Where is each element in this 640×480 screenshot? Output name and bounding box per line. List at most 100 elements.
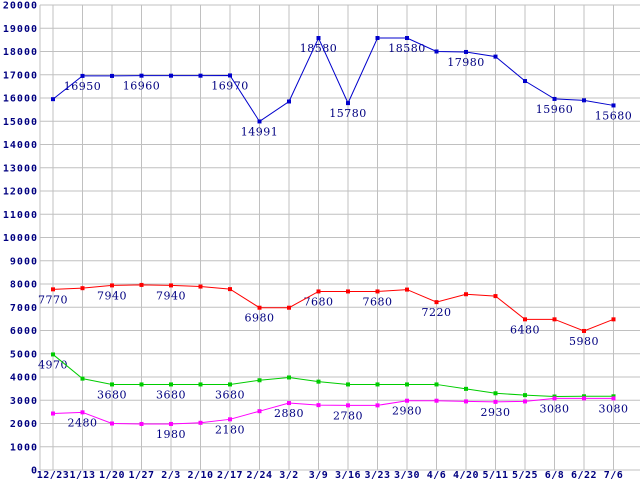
- data-point-marker-magenta-series: [582, 396, 586, 401]
- data-point-marker-green-series: [228, 382, 232, 387]
- data-point-label: 7680: [363, 295, 393, 308]
- y-axis-tick-label: 15000: [3, 117, 38, 128]
- data-point-label: 2930: [481, 406, 511, 419]
- data-point-marker-red-series: [51, 287, 55, 292]
- data-point-marker-magenta-series: [346, 403, 350, 408]
- data-point-marker-green-series: [287, 375, 291, 380]
- y-axis-tick-label: 5000: [10, 349, 38, 360]
- x-axis-tick-label: 3/16: [335, 470, 361, 480]
- data-point-marker-red-series: [169, 283, 173, 288]
- data-point-marker-red-series: [80, 286, 85, 291]
- data-point-marker-red-series: [228, 287, 232, 292]
- series-line-red-series: [52, 284, 614, 332]
- x-axis-tick-label: 1/13: [69, 470, 95, 480]
- data-point-marker-magenta-series: [169, 421, 173, 426]
- y-axis-tick-label: 11000: [3, 210, 38, 221]
- data-point-marker-blue-series: [257, 119, 262, 124]
- data-point-label: 18580: [300, 42, 338, 55]
- data-point-marker-red-series: [582, 328, 586, 333]
- data-point-label: 6480: [510, 323, 540, 336]
- data-point-marker-blue-series: [80, 73, 85, 78]
- data-point-marker-red-series: [139, 282, 144, 287]
- data-point-label: 3680: [156, 388, 186, 401]
- data-point-marker-green-series: [51, 352, 55, 357]
- data-point-label: 2480: [68, 416, 98, 429]
- y-axis-tick-label: 8000: [10, 280, 38, 291]
- y-axis-tick-label: 17000: [3, 70, 38, 81]
- data-point-label: 14991: [241, 125, 279, 138]
- x-axis-tick-label: 3/30: [394, 470, 420, 480]
- data-point-label: 7940: [97, 289, 127, 302]
- data-point-marker-red-series: [611, 317, 616, 322]
- data-point-label: 15960: [536, 103, 574, 116]
- data-point-marker-red-series: [257, 305, 262, 310]
- y-axis-tick-label: 9000: [10, 256, 38, 267]
- y-axis-tick-label: 10000: [3, 233, 38, 244]
- x-axis-tick-label: 4/6: [427, 470, 447, 480]
- data-point-marker-green-series: [80, 376, 85, 381]
- data-point-marker-magenta-series: [464, 399, 468, 404]
- data-point-label: 3680: [97, 388, 127, 401]
- data-point-marker-blue-series: [375, 36, 380, 41]
- data-point-marker-blue-series: [611, 103, 616, 108]
- y-axis-tick-label: 12000: [3, 187, 38, 198]
- data-point-marker-red-series: [405, 287, 409, 292]
- data-point-label: 17980: [447, 56, 485, 69]
- data-point-marker-blue-series: [228, 73, 232, 78]
- y-axis-tick-label: 0: [31, 466, 38, 477]
- data-point-label: 15680: [595, 109, 633, 122]
- data-point-marker-blue-series: [51, 97, 55, 102]
- data-point-marker-green-series: [110, 382, 114, 387]
- data-point-marker-magenta-series: [375, 403, 380, 408]
- y-axis-tick-label: 1000: [10, 442, 38, 453]
- data-point-label: 15780: [329, 107, 367, 120]
- data-point-marker-magenta-series: [287, 401, 291, 406]
- y-axis-tick-label: 6000: [10, 326, 38, 337]
- data-point-marker-blue-series: [169, 73, 173, 78]
- data-point-marker-magenta-series: [523, 399, 527, 404]
- data-point-label: 5980: [569, 335, 599, 348]
- data-point-marker-magenta-series: [405, 398, 409, 403]
- x-axis-tick-label: 6/8: [545, 470, 565, 480]
- x-axis-tick-label: 2/17: [217, 470, 243, 480]
- data-point-marker-green-series: [493, 391, 498, 396]
- x-axis-tick-label: 6/22: [571, 470, 597, 480]
- x-axis-tick-label: 2/24: [246, 470, 272, 480]
- data-point-marker-green-series: [375, 382, 380, 387]
- y-axis-tick-label: 2000: [10, 419, 38, 430]
- x-axis-tick-label: 4/20: [453, 470, 479, 480]
- data-point-marker-blue-series: [287, 99, 291, 104]
- data-point-marker-blue-series: [316, 36, 321, 41]
- data-point-marker-green-series: [582, 394, 586, 399]
- data-point-marker-red-series: [198, 284, 203, 289]
- data-point-marker-red-series: [552, 317, 557, 322]
- data-point-marker-green-series: [169, 382, 173, 387]
- data-point-marker-red-series: [464, 292, 468, 297]
- x-axis-tick-label: 2/3: [161, 470, 181, 480]
- data-point-marker-blue-series: [139, 73, 144, 78]
- data-point-marker-blue-series: [110, 73, 114, 78]
- data-point-label: 2780: [333, 409, 363, 422]
- series-line-green-series: [52, 354, 614, 398]
- data-point-label: 7220: [422, 306, 452, 319]
- x-axis-tick-label: 3/23: [364, 470, 390, 480]
- data-point-marker-green-series: [198, 382, 203, 387]
- data-point-marker-red-series: [375, 289, 380, 294]
- data-point-marker-blue-series: [552, 96, 557, 101]
- data-point-label: 3080: [599, 402, 629, 415]
- data-point-marker-magenta-series: [493, 399, 498, 404]
- y-axis-tick-label: 7000: [10, 303, 38, 314]
- data-point-marker-red-series: [346, 289, 350, 294]
- data-point-label: 7680: [304, 295, 334, 308]
- data-point-label: 18580: [388, 42, 426, 55]
- data-point-label: 16970: [211, 79, 249, 92]
- data-point-marker-blue-series: [198, 73, 203, 78]
- data-point-marker-blue-series: [523, 79, 527, 84]
- x-axis-tick-label: 5/11: [482, 470, 508, 480]
- data-point-marker-red-series: [316, 289, 321, 294]
- data-point-label: 3680: [215, 388, 245, 401]
- data-point-marker-green-series: [405, 382, 409, 387]
- data-point-marker-magenta-series: [316, 403, 321, 408]
